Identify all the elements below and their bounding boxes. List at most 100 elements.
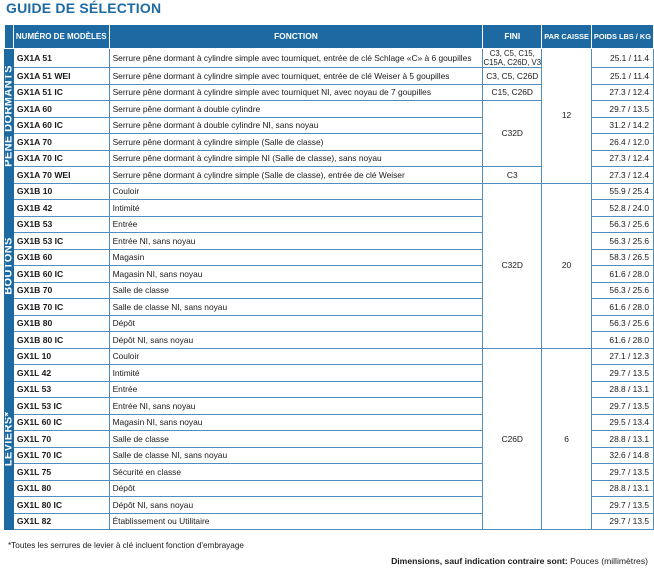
table-row: GX1L 80 IC Dépôt NI, sans noyau 29.7 / 13.… (5, 496, 654, 514)
page-title: GUIDE DE SÉLECTION (6, 0, 162, 16)
poids-cell: 28.8 / 13.1 (590, 430, 654, 448)
function-cell: Salle de classe NI, sans noyau (108, 298, 484, 316)
dimensions-label: Dimensions, sauf indication contraire so… (391, 556, 568, 566)
model-cell: GX1A 60 (12, 100, 110, 118)
poids-cell: 55.9 / 25.4 (590, 182, 654, 201)
table-row: LEVIERS* GX1L 10 Couloir C26D 6 27.1 / 12.3 (4, 347, 654, 531)
table-row: GX1L 82 Établissement ou Utilitaire 29.7 /… (5, 512, 654, 531)
table-row: GX1A 70 WEI Serrure pêne dormant à cylind… (5, 166, 654, 184)
poids-cell: 56.3 / 25.6 (590, 314, 654, 333)
model-cell: GX1A 70 IC (12, 149, 110, 168)
function-cell: Sécurité en classe (108, 463, 484, 481)
function-cell: Couloir (108, 182, 484, 201)
model-cell: GX1B 80 (12, 314, 110, 333)
model-cell: GX1B 80 IC (12, 331, 110, 349)
poids-cell: 56.3 / 25.6 (590, 232, 654, 250)
fini-shared-cell: C32D (482, 182, 543, 349)
poids-cell: 56.3 / 25.6 (590, 215, 654, 234)
footnote: *Toutes les serrures de levier à clé inc… (8, 541, 244, 550)
poids-cell: 31.2 / 14.2 (590, 116, 654, 135)
function-cell: Serrure pêne dormant à cylindre simple a… (108, 47, 484, 69)
par-caisse-cell: 6 (541, 347, 592, 531)
table-row: GX1L 70 Salle de classe 28.8 / 13.1 (5, 430, 654, 448)
function-cell: Dépôt (108, 314, 484, 333)
poids-cell: 29.7 / 13.5 (590, 496, 654, 514)
table-row: GX1L 70 IC Salle de classe NI, sans noyau… (5, 446, 654, 465)
model-cell: GX1B 70 (12, 281, 110, 300)
group-label-text: BOUTONS (4, 237, 14, 295)
table-row: GX1B 60 IC Magasin NI, sans noyau 61.6 / 2… (5, 265, 654, 283)
function-cell: Magasin (108, 248, 484, 267)
fini-shared-cell: C26D (482, 347, 543, 531)
model-cell: GX1L 70 IC (12, 446, 110, 465)
poids-cell: 29.7 / 13.5 (590, 100, 654, 118)
dimensions-value: Pouces (millimètres) (570, 556, 648, 566)
function-cell: Serrure pêne dormant à cylindre simple a… (108, 67, 484, 85)
poids-cell: 28.8 / 13.1 (590, 380, 654, 399)
poids-cell: 25.1 / 11.4 (590, 47, 654, 69)
function-cell: Serrure pêne dormant à cylindre simple N… (108, 149, 484, 168)
function-cell: Entrée (108, 380, 484, 399)
selection-table: NUMÉRO DE MODÈLES FONCTION FINI PAR CAIS… (4, 24, 654, 531)
table-header-row: NUMÉRO DE MODÈLES FONCTION FINI PAR CAIS… (4, 24, 654, 49)
model-cell: GX1L 42 (12, 364, 110, 382)
function-cell: Salle de classe (108, 281, 484, 300)
group-label-0: PÊNE DORMANTS (4, 48, 14, 184)
par-caisse-cell: 12 (541, 48, 592, 184)
header-function: FONCTION (108, 24, 484, 49)
fini-shared-cell: C32D (482, 100, 543, 168)
table-row: GX1L 60 IC Magasin NI, sans noyau 29.5 / 1… (5, 413, 654, 432)
poids-cell: 27.3 / 12.4 (590, 166, 654, 184)
function-cell: Dépôt NI, sans noyau (108, 331, 484, 349)
model-cell: GX1B 60 (12, 248, 110, 267)
table-row: GX1B 80 Dépôt 56.3 / 25.6 (5, 314, 654, 333)
dimensions-note: Dimensions, sauf indication contraire so… (391, 556, 648, 566)
function-cell: Dépôt NI, sans noyau (108, 496, 484, 514)
poids-cell: 56.3 / 25.6 (590, 281, 654, 300)
function-cell: Serrure pêne dormant à cylindre simple a… (108, 83, 484, 102)
table-row: PÊNE DORMANTS GX1A 51 Serrure pêne dormant… (4, 47, 654, 184)
function-cell: Entrée NI, sans noyau (108, 232, 484, 250)
function-cell: Serrure pêne dormant à cylindre simple (… (108, 166, 484, 184)
table-row: GX1B 60 Magasin 58.3 / 26.5 (5, 248, 654, 267)
poids-cell: 27.3 / 12.4 (590, 83, 654, 102)
poids-cell: 27.3 / 12.4 (590, 149, 654, 168)
model-cell: GX1A 70 (12, 133, 110, 151)
function-cell: Magasin NI, sans noyau (108, 413, 484, 432)
fini-cell: C3 (482, 166, 543, 184)
function-cell: Serrure pêne dormant à cylindre simple (… (108, 133, 484, 151)
model-cell: GX1L 70 (12, 430, 110, 448)
model-cell: GX1L 10 (12, 347, 110, 366)
model-cell: GX1B 53 IC (12, 232, 110, 250)
model-cell: GX1L 75 (12, 463, 110, 481)
header-fini: FINI (482, 24, 543, 49)
model-cell: GX1A 51 IC (12, 83, 110, 102)
model-cell: GX1L 53 (12, 380, 110, 399)
poids-cell: 32.6 / 14.8 (590, 446, 654, 465)
par-caisse-cell: 20 (541, 182, 592, 349)
group-label-text: LEVIERS* (4, 411, 14, 467)
model-cell: GX1L 80 IC (12, 496, 110, 514)
fini-cell: C15, C26D (482, 83, 543, 102)
function-cell: Couloir (108, 347, 484, 366)
table-row: GX1B 70 IC Salle de classe NI, sans noyau… (5, 298, 654, 316)
model-cell: GX1A 51 (12, 47, 110, 69)
poids-cell: 29.7 / 13.5 (590, 463, 654, 481)
poids-cell: 29.5 / 13.4 (590, 413, 654, 432)
model-cell: GX1B 70 IC (12, 298, 110, 316)
function-cell: Entrée NI, sans noyau (108, 397, 484, 415)
model-cell: GX1B 10 (12, 182, 110, 201)
poids-cell: 26.4 / 12.0 (590, 133, 654, 151)
poids-cell: 29.7 / 13.5 (590, 397, 654, 415)
poids-cell: 61.6 / 28.0 (590, 265, 654, 283)
model-cell: GX1A 70 WEI (12, 166, 110, 184)
function-cell: Salle de classe NI, sans noyau (108, 446, 484, 465)
header-poids: POIDS LBS / KG (590, 24, 654, 49)
poids-cell: 61.6 / 28.0 (590, 331, 654, 349)
poids-cell: 52.8 / 24.0 (590, 199, 654, 217)
group-label-1: BOUTONS (4, 182, 14, 349)
poids-cell: 28.8 / 13.1 (590, 479, 654, 498)
header-model: NUMÉRO DE MODÈLES (12, 24, 110, 49)
group-label-text: PÊNE DORMANTS (4, 65, 14, 167)
function-cell: Établissement ou Utilitaire (108, 512, 484, 531)
